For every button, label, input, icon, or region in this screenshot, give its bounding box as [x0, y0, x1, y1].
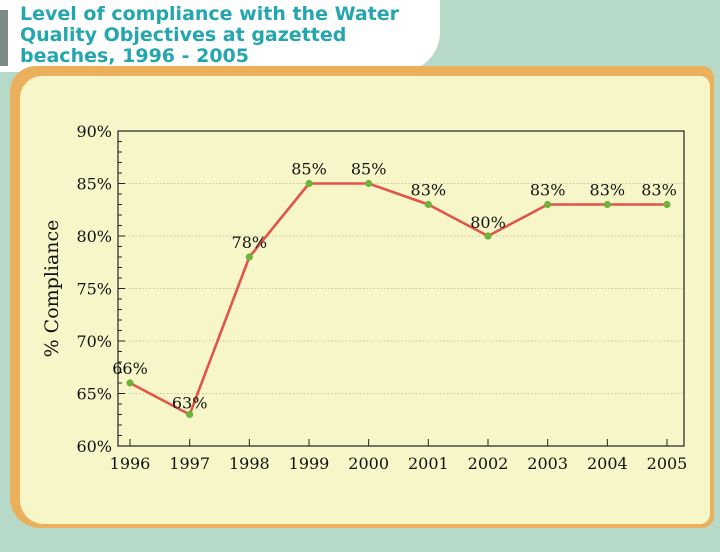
y-tick-label: 65%: [76, 385, 112, 404]
x-tick-label: 1996: [110, 454, 151, 473]
y-tick-label: 75%: [76, 280, 112, 299]
data-label: 83%: [641, 181, 677, 200]
data-label: 78%: [232, 233, 268, 252]
x-tick-label: 2001: [408, 454, 449, 473]
y-tick-label: 60%: [76, 437, 112, 456]
title-tab: [0, 0, 440, 72]
y-tick-label: 80%: [76, 227, 112, 246]
x-tick-label: 1997: [169, 454, 210, 473]
data-label: 66%: [112, 359, 148, 378]
data-point: [544, 200, 552, 209]
series-line: [129, 182, 667, 416]
data-point: [484, 232, 492, 240]
title-accent-bar: [0, 10, 8, 66]
data-labels: 66% 63% 78% 85% 85% 83% 80% 83% 83% 83%: [112, 160, 677, 413]
x-tick-label: 2005: [647, 454, 688, 473]
y-axis-labels: 60% 65% 70% 75% 80% 85% 90%: [76, 122, 112, 456]
data-point: [603, 200, 611, 209]
x-tick-label: 2004: [587, 454, 628, 473]
data-point: [245, 253, 253, 261]
data-point: [365, 179, 373, 188]
data-label: 83%: [530, 181, 566, 200]
axis-ticks: [118, 130, 668, 447]
y-tick-label: 90%: [76, 122, 112, 141]
x-axis-labels: 1996 1997 1998 1999 2000 2001 2002 2003 2004 2005: [110, 454, 688, 473]
x-tick-label: 2000: [348, 454, 389, 473]
y-tick-label: 70%: [76, 332, 112, 351]
gridlines: [118, 183, 684, 394]
y-tick-label: 85%: [76, 175, 112, 194]
data-point: [186, 410, 194, 419]
data-point: [424, 200, 432, 209]
data-point: [663, 200, 671, 209]
data-label: 80%: [470, 213, 506, 232]
data-label: 63%: [172, 394, 208, 413]
chart-panel: [20, 76, 710, 524]
y-axis-title: % Compliance: [41, 220, 63, 358]
data-point: [126, 379, 134, 387]
x-tick-label: 1999: [289, 454, 330, 473]
data-label: 83%: [590, 181, 626, 200]
chart-title: Level of compliance with the Water Quali…: [20, 3, 400, 67]
data-point: [305, 179, 313, 188]
x-tick-label: 2002: [468, 454, 509, 473]
data-label: 83%: [411, 181, 447, 200]
data-label: 85%: [291, 160, 327, 179]
data-points: [126, 179, 671, 419]
x-tick-label: 1998: [229, 454, 270, 473]
data-label: 85%: [351, 160, 387, 179]
x-tick-label: 2003: [527, 454, 568, 473]
